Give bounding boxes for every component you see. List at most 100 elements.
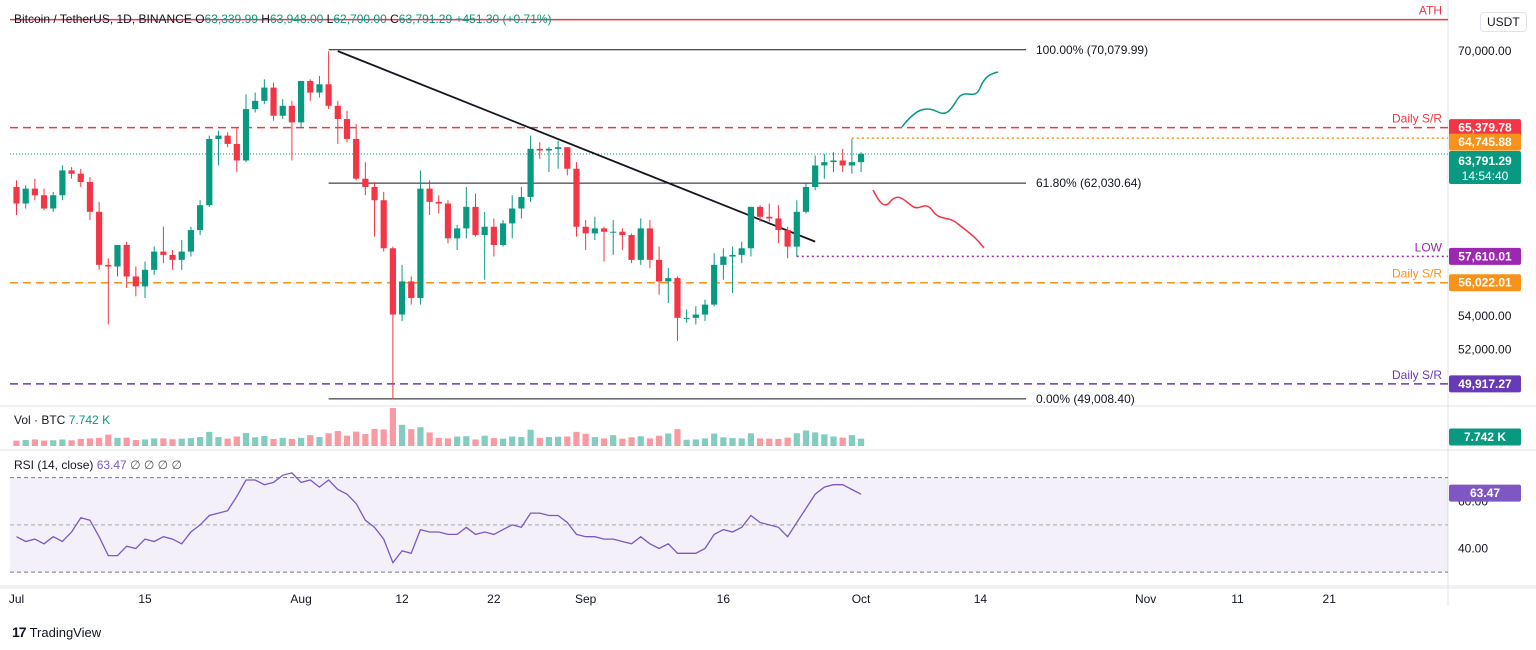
candle-body xyxy=(775,218,782,231)
volume-bar xyxy=(307,435,314,446)
volume-bar xyxy=(151,438,158,446)
candle-body xyxy=(784,230,791,247)
volume-bar xyxy=(270,438,277,446)
volume-bar xyxy=(297,437,305,446)
volume-bar xyxy=(600,438,608,446)
volume-bar xyxy=(40,440,48,446)
rsi-tag-bg xyxy=(1449,484,1521,502)
candle-body xyxy=(463,206,470,229)
candle-body xyxy=(270,87,277,116)
candle-body xyxy=(738,248,745,255)
volume-bar xyxy=(50,440,57,446)
volume-bar xyxy=(463,436,470,446)
volume-bar xyxy=(839,437,846,446)
candle-body xyxy=(307,80,314,93)
close-value: 63,791.29 xyxy=(398,12,453,26)
candle-body xyxy=(747,206,754,249)
candle-body xyxy=(628,235,635,260)
volume-tag: 7.742 K xyxy=(1464,430,1506,444)
volume-bar xyxy=(261,435,268,446)
candle-body xyxy=(77,173,84,183)
candle-body xyxy=(59,170,66,196)
volume-bar xyxy=(637,436,644,446)
bullish-scenario-arrow xyxy=(901,71,999,128)
candle-body xyxy=(555,147,562,149)
volume-bar xyxy=(224,438,231,446)
candle-body xyxy=(334,105,341,120)
volume-bar xyxy=(197,437,204,446)
level-tag-3-bg xyxy=(1449,375,1521,393)
volume-bar xyxy=(472,439,479,446)
candle-body xyxy=(197,205,204,231)
time-tick-label: 15 xyxy=(138,592,152,606)
candle-body xyxy=(720,256,727,265)
candle-body xyxy=(22,188,29,204)
candle-body xyxy=(316,84,323,93)
volume-bar xyxy=(389,408,396,446)
candle-body xyxy=(729,254,736,257)
time-tick-label: 16 xyxy=(717,592,731,606)
candle-body xyxy=(297,80,305,123)
volume-bar xyxy=(242,432,250,446)
candle-body xyxy=(674,278,681,318)
countdown-tag: 14:54:40 xyxy=(1462,169,1509,183)
volume-bar xyxy=(86,438,94,446)
candle-body xyxy=(160,251,167,255)
volume-bar xyxy=(408,429,415,446)
volume-bar xyxy=(619,438,626,446)
volume-bar xyxy=(417,427,424,446)
volume-bar xyxy=(59,439,66,446)
volume-bar xyxy=(711,433,718,446)
low-value: 62,700.00 xyxy=(333,12,387,26)
level-tag-1: 65,379.78 xyxy=(1458,121,1512,135)
candle-body xyxy=(536,148,543,151)
rsi-label: RSI (14, close) xyxy=(14,458,94,472)
volume-bar xyxy=(857,438,865,446)
currency-button[interactable]: USDT xyxy=(1480,12,1527,32)
fib-label-0: 100.00% (70,079.99) xyxy=(1036,43,1148,57)
candle-body xyxy=(692,314,699,318)
rsi-line xyxy=(16,472,862,565)
candle-body xyxy=(215,135,222,139)
candle-body xyxy=(802,186,810,212)
candle-body xyxy=(408,281,415,298)
candle-body xyxy=(325,84,332,106)
price-tick-label: 70,000.00 xyxy=(1458,44,1512,58)
volume-bar xyxy=(334,431,341,446)
volume-bar xyxy=(720,437,727,446)
level-tag-4: 57,610.01 xyxy=(1458,249,1512,263)
volume-bar xyxy=(564,436,571,446)
volume-bar xyxy=(683,439,690,446)
current-price-tag-bg xyxy=(1449,150,1521,184)
low-label: L xyxy=(326,12,334,26)
candle-body xyxy=(812,165,819,187)
volume-bar xyxy=(353,431,360,446)
candle-body xyxy=(499,223,507,245)
volume-bar xyxy=(288,438,295,446)
rsi-legend: RSI (14, close) 63.47 ∅ ∅ ∅ ∅ xyxy=(14,458,182,472)
volume-bar xyxy=(68,440,75,446)
volume-bar xyxy=(178,438,185,446)
volume-bar xyxy=(343,435,351,446)
volume-bar xyxy=(582,433,589,446)
candle-body xyxy=(509,208,516,224)
candle-body xyxy=(224,135,231,144)
level-label-3: Daily S/R xyxy=(1392,368,1442,382)
volume-bar xyxy=(747,433,754,446)
candle-body xyxy=(756,206,764,217)
time-tick-label: 14 xyxy=(974,592,988,606)
level-label-1: Daily S/R xyxy=(1392,112,1442,126)
resistance-price-tag: 64,745.88 xyxy=(1458,135,1512,149)
candle-body xyxy=(96,211,103,265)
price-tick-label: 52,000.00 xyxy=(1458,342,1512,356)
level-tag-3: 49,917.27 xyxy=(1458,377,1512,391)
volume-bar xyxy=(573,431,580,446)
volume-tag-bg xyxy=(1449,428,1521,446)
candle-body xyxy=(40,195,48,209)
volume-bar xyxy=(848,435,855,446)
level-label-2: Daily S/R xyxy=(1392,267,1442,281)
candle-body xyxy=(426,188,433,202)
volume-bar xyxy=(628,437,635,446)
volume-value: 7.742 K xyxy=(68,413,111,427)
